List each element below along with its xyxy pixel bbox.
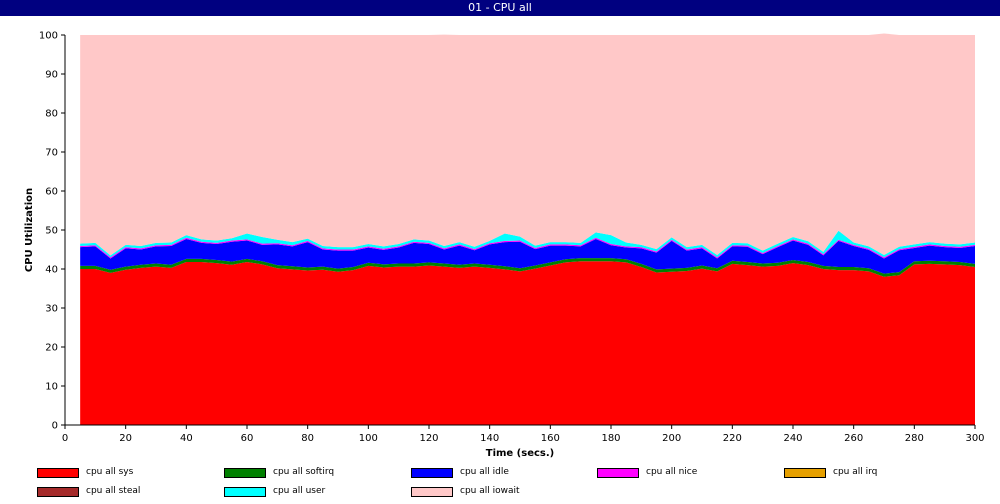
x-tick-label: 180 [601, 433, 620, 444]
legend-swatch [224, 468, 266, 478]
x-tick-label: 80 [301, 433, 314, 444]
legend-swatch [411, 468, 453, 478]
y-tick-label: 90 [45, 70, 58, 81]
area-series-1 [80, 258, 976, 277]
x-tick-label: 260 [844, 433, 863, 444]
y-tick-label: 30 [45, 304, 58, 315]
x-tick-label: 300 [965, 433, 984, 444]
x-tick-label: 240 [783, 433, 802, 444]
area-series-6 [80, 230, 976, 258]
legend-label: cpu all steal [86, 486, 141, 496]
y-axis-ticks: 0 10 20 30 40 50 60 70 80 90 100 [39, 31, 65, 432]
legend-label: cpu all nice [646, 467, 698, 477]
legend-swatch [224, 487, 266, 497]
legend-swatch [37, 487, 79, 497]
x-tick-label: 140 [480, 433, 499, 444]
legend-label: cpu all sys [86, 467, 134, 477]
x-tick-label: 40 [180, 433, 193, 444]
area-layers [80, 33, 976, 425]
legend-label: cpu all softirq [273, 467, 335, 477]
x-tick-label: 100 [359, 433, 378, 444]
y-tick-label: 50 [45, 226, 58, 237]
x-tick-label: 0 [62, 433, 68, 444]
x-tick-label: 60 [241, 433, 254, 444]
legend-swatch [784, 468, 826, 478]
legend-swatch [597, 468, 639, 478]
area-series-0 [80, 261, 976, 425]
x-tick-label: 20 [119, 433, 132, 444]
y-axis-title: CPU Utilization [24, 188, 35, 272]
y-tick-label: 0 [52, 421, 58, 432]
y-tick-label: 40 [45, 265, 58, 276]
x-tick-label: 220 [723, 433, 742, 444]
x-tick-label: 160 [541, 433, 560, 444]
legend-swatch [411, 487, 453, 497]
cpu-utilization-chart: 0 10 20 30 40 50 60 70 80 90 100 0 20 40 60 80 100 120 14… [24, 31, 985, 460]
y-tick-label: 100 [39, 31, 58, 42]
legend-swatch [37, 468, 79, 478]
y-tick-label: 80 [45, 109, 58, 120]
x-tick-label: 120 [419, 433, 438, 444]
area-series-2 [80, 238, 976, 274]
x-tick-label: 280 [905, 433, 924, 444]
y-tick-label: 60 [45, 187, 58, 198]
legend-label: cpu all idle [460, 467, 509, 477]
y-tick-label: 10 [45, 382, 58, 393]
chart-title: 01 - CPU all [0, 0, 1000, 16]
area-series-7 [80, 33, 976, 256]
legend: cpu all sys cpu all softirq cpu all idle cp… [0, 460, 1000, 504]
legend-label: cpu all irq [833, 467, 878, 477]
x-axis-ticks: 0 20 40 60 80 100 120 140 160 180 200 220 240 260 280 3… [62, 425, 985, 444]
x-axis-title: Time (secs.) [486, 448, 555, 459]
x-tick-label: 200 [662, 433, 681, 444]
legend-label: cpu all user [273, 486, 326, 496]
y-tick-label: 20 [45, 343, 58, 354]
area-series-3 [80, 237, 976, 259]
legend-label: cpu all iowait [460, 486, 520, 496]
y-tick-label: 70 [45, 148, 58, 159]
